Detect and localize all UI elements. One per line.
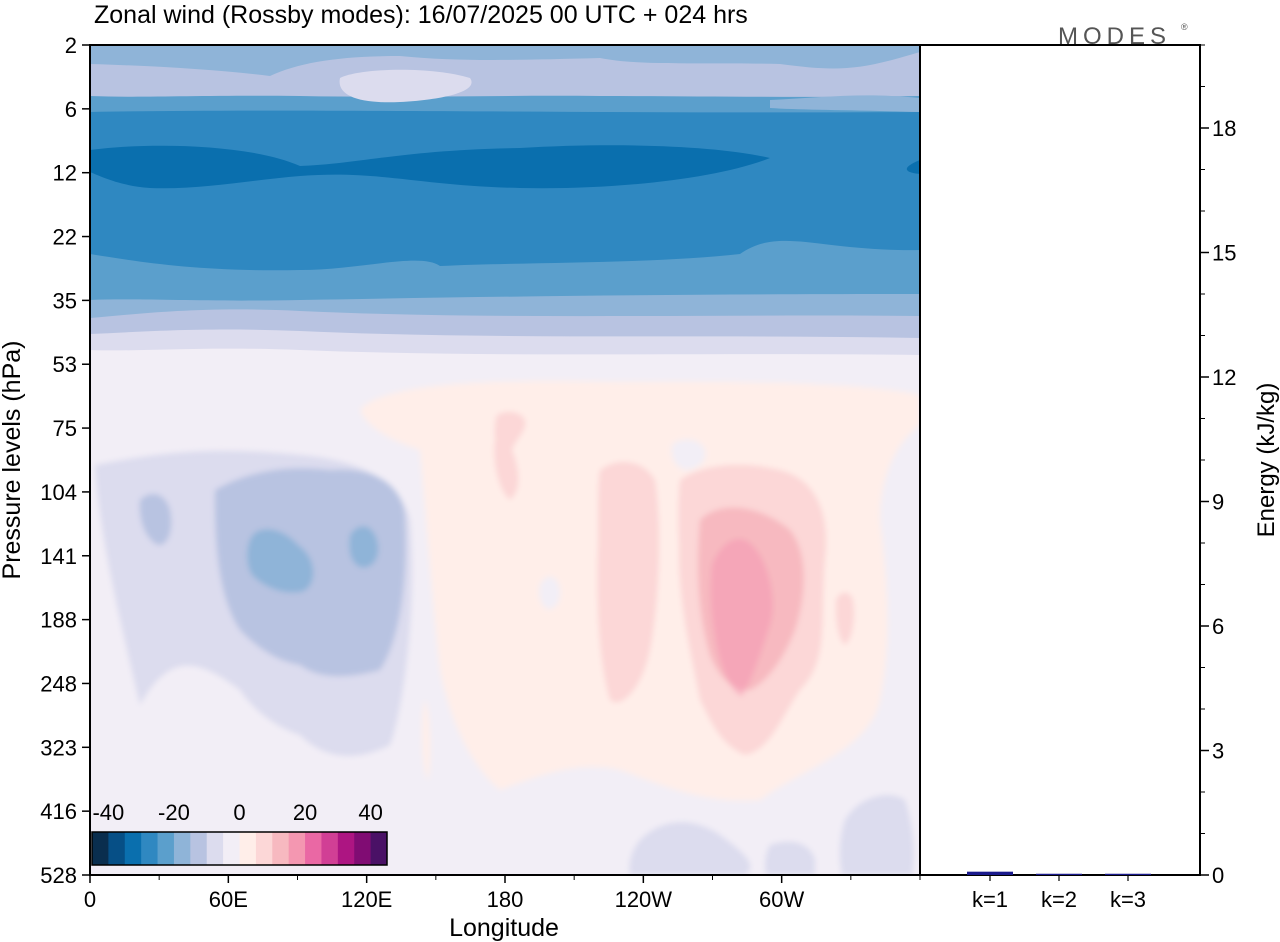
colorbar-cell [370, 832, 388, 865]
logo-registered-mark: ® [1181, 22, 1188, 32]
y-tick-label: 53 [53, 352, 77, 377]
y-tick-label: 6 [65, 97, 77, 122]
chart-title: Zonal wind (Rossby modes): 16/07/2025 00… [94, 1, 748, 29]
energy-axis-label: Energy (kJ/kg) [1253, 383, 1280, 538]
y-tick-label: 528 [40, 863, 77, 888]
energy-frame [919, 44, 1201, 876]
energy-tick-label: 0 [1212, 863, 1224, 888]
colorbar-cell [124, 832, 142, 865]
x-ticks: 0 60E 120E 180 120W 60W [84, 875, 921, 912]
colorbar-tick-label: 0 [233, 800, 245, 825]
y-tick-label: 104 [40, 480, 77, 505]
colorbar-cell [206, 832, 224, 865]
colorbar-frame [91, 831, 388, 866]
colorbar-tick-label: 20 [293, 800, 317, 825]
energy-panel: 0 3 6 9 12 15 18 k=1 k=2 k=3 Energy (kJ/kg) [919, 44, 1280, 912]
x-tick-label: 120W [615, 887, 673, 912]
energy-tick-label: 3 [1212, 739, 1224, 764]
energy-y-ticks: 0 3 6 9 12 15 18 [1200, 44, 1236, 888]
contour-field [90, 45, 920, 875]
colorbar-cell [190, 832, 208, 865]
x-tick-label: 120E [341, 887, 392, 912]
y-tick-label: 12 [53, 161, 77, 186]
negative-anomaly-east [95, 450, 914, 875]
energy-tick-label: 9 [1212, 490, 1224, 515]
x-tick-label: 60E [209, 887, 248, 912]
y-tick-label: 248 [40, 671, 77, 696]
y-tick-label: 141 [40, 544, 77, 569]
colorbar-cell [321, 832, 339, 865]
energy-bar [967, 871, 1013, 875]
colorbar-tick-label: -40 [92, 800, 124, 825]
energy-tick-label: 12 [1212, 365, 1236, 390]
colorbar-cell [173, 832, 191, 865]
y-tick-label: 35 [53, 288, 77, 313]
energy-category-label: k=1 [972, 887, 1008, 912]
colorbar-cell [108, 832, 126, 865]
colorbar-cell [157, 832, 175, 865]
x-tick-label: 0 [84, 887, 96, 912]
colorbar-cell [141, 832, 158, 865]
x-tick-label: 60W [759, 887, 804, 912]
y-tick-label: 323 [40, 735, 77, 760]
energy-bars [967, 871, 1151, 875]
energy-bar [1036, 873, 1082, 875]
stratosphere-bands [90, 45, 920, 355]
colorbar: -40 -20 0 20 40 [91, 800, 388, 866]
colorbar-cell [305, 832, 322, 865]
energy-category-label: k=2 [1041, 887, 1077, 912]
colorbar-cell [223, 832, 240, 865]
energy-tick-label: 15 [1212, 241, 1236, 266]
colorbar-cell [255, 832, 273, 865]
y-tick-label: 75 [53, 416, 77, 441]
y-tick-label: 188 [40, 608, 77, 633]
y-axis-label: Pressure levels (hPa) [0, 341, 26, 580]
colorbar-cell [354, 832, 372, 865]
colorbar-cell [288, 832, 306, 865]
colorbar-tick-label: 40 [358, 800, 382, 825]
colorbar-cells [92, 832, 388, 865]
y-tick-label: 2 [65, 33, 77, 58]
energy-tick-label: 18 [1212, 116, 1236, 141]
colorbar-cell [92, 832, 109, 865]
colorbar-cell [272, 832, 290, 865]
colorbar-ticks: -40 -20 0 20 40 [92, 800, 382, 825]
colorbar-tick-label: -20 [158, 800, 190, 825]
energy-bar [1105, 873, 1151, 875]
colorbar-cell [239, 832, 257, 865]
y-ticks: 2 6 12 22 35 53 75 104 141 188 248 323 416 528 [40, 33, 90, 888]
energy-x-ticks: k=1 k=2 k=3 [972, 875, 1146, 912]
positive-anomaly-west [360, 380, 920, 801]
energy-tick-label: 6 [1212, 614, 1224, 639]
y-tick-label: 22 [53, 225, 77, 250]
x-tick-label: 180 [487, 887, 524, 912]
y-tick-label: 416 [40, 799, 77, 824]
colorbar-cell [337, 832, 355, 865]
energy-category-label: k=3 [1110, 887, 1146, 912]
x-axis-label: Longitude [449, 914, 559, 942]
